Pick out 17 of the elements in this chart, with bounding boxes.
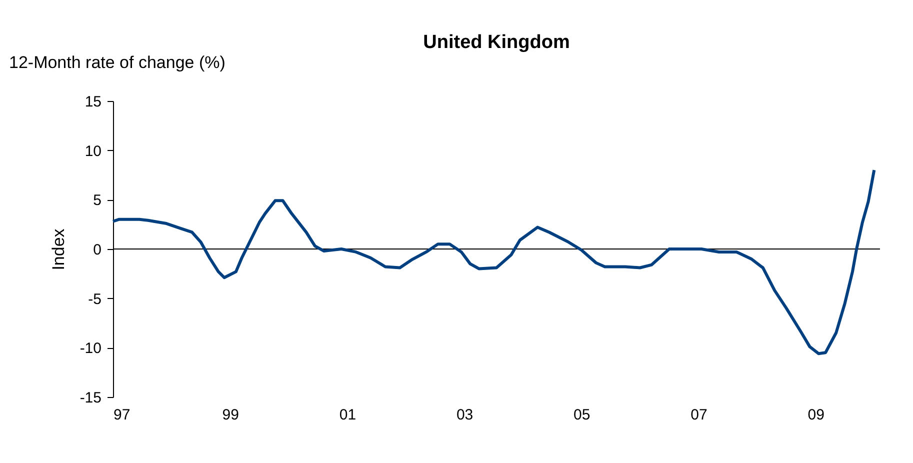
x-tick-label: 97 [114,406,130,424]
chart-title: United Kingdom [423,32,570,53]
x-tick-label: 07 [690,406,708,424]
x-tick-label: 09 [808,406,824,424]
y-tick-label: -10 [80,340,102,358]
x-tick-label: 03 [456,406,474,424]
x-tick-label: 99 [222,406,239,424]
y-tick-label: -5 [88,290,102,308]
y-tick-label: 15 [84,94,102,110]
x-tick-label: 01 [339,406,356,424]
y-tick-label: 5 [93,192,102,210]
y-tick-label: 0 [93,242,102,258]
y-tick-label: 10 [84,142,102,160]
y-tick-label: -15 [80,390,102,406]
chart-subtitle: 12-Month rate of change (%) [9,53,226,72]
x-tick-label: 05 [574,406,590,424]
y-axis-title: Index [48,228,68,270]
